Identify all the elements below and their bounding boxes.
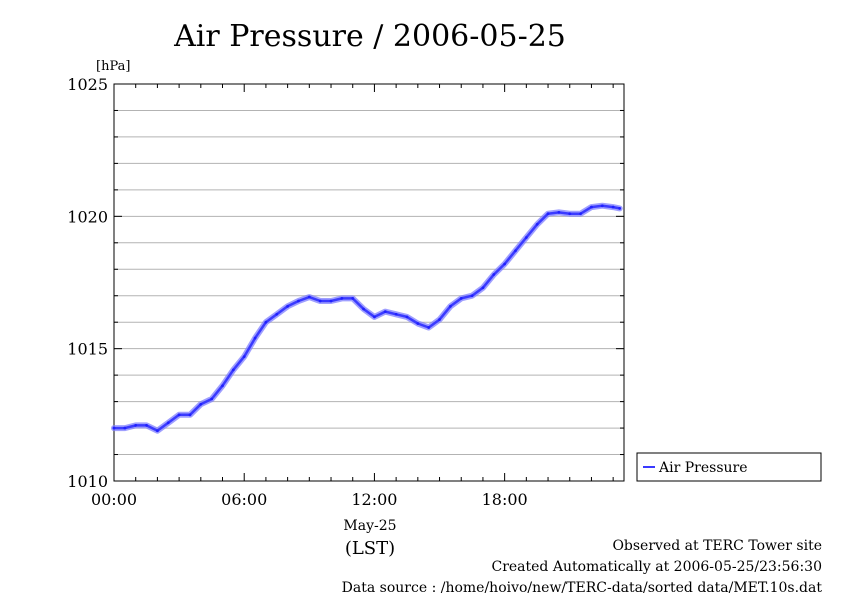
data-point: [546, 212, 550, 216]
series-line-air-pressure: [112, 204, 621, 432]
data-point: [318, 299, 322, 303]
data-point: [427, 326, 431, 329]
y-tick-label: 1020: [67, 207, 108, 226]
data-point: [579, 212, 582, 216]
y-tick-label: 1025: [67, 75, 108, 94]
x-tick-label: 18:00: [482, 490, 528, 509]
data-point: [590, 205, 593, 209]
data-point: [557, 210, 561, 214]
x-tick-label: 12:00: [351, 490, 397, 509]
data-point: [394, 312, 398, 316]
data-point: [340, 296, 344, 300]
data-point: [275, 312, 279, 316]
data-point: [210, 397, 214, 401]
data-point: [177, 413, 181, 417]
data-point: [514, 249, 517, 253]
data-point: [307, 295, 311, 299]
data-point: [524, 236, 528, 239]
series-layer: [111, 202, 623, 434]
x-axis-date-label: May-25: [343, 518, 396, 534]
data-point: [481, 286, 485, 290]
plot-frame: [113, 83, 625, 482]
data-point: [373, 315, 376, 319]
data-point: [600, 204, 604, 208]
x-axis-ticks: 00:00 06:00 12:00 18:00: [91, 84, 614, 509]
data-point: [188, 413, 192, 417]
footer-created-at: Created Automatically at 2006-05-25/23:5…: [491, 559, 822, 575]
data-point: [470, 294, 474, 298]
x-axis-unit-label: (LST): [345, 538, 395, 559]
data-point: [405, 315, 409, 319]
data-point: [166, 421, 170, 425]
data-point: [253, 336, 257, 340]
data-point: [112, 426, 116, 430]
data-point: [568, 212, 572, 216]
data-point: [297, 299, 300, 303]
data-point: [535, 222, 539, 226]
data-point: [448, 304, 452, 308]
data-point: [416, 322, 420, 325]
y-tick-label: 1015: [67, 340, 108, 359]
data-point: [611, 205, 615, 209]
y-axis-label: [hPa]: [96, 59, 130, 74]
footer-data-source: Data source : /home/hoivo/new/TERC-data/…: [342, 580, 823, 595]
data-point: [134, 424, 138, 427]
data-point: [242, 355, 246, 359]
data-point: [459, 296, 463, 300]
data-point: [199, 402, 203, 406]
data-point: [145, 424, 148, 427]
data-point: [383, 310, 387, 314]
data-point: [329, 299, 333, 303]
data-point: [156, 429, 159, 433]
y-tick-label: 1010: [67, 472, 108, 491]
data-point: [264, 320, 268, 324]
data-point: [231, 368, 235, 372]
data-point: [123, 426, 127, 430]
data-point: [362, 307, 365, 311]
data-point: [503, 262, 507, 266]
x-tick-label: 06:00: [221, 490, 267, 509]
footer-observed-at: Observed at TERC Tower site: [612, 538, 822, 554]
data-point: [492, 273, 496, 276]
legend-box: [636, 452, 822, 482]
grid-lines: [114, 109, 624, 456]
data-point: [618, 206, 622, 210]
chart-title: Air Pressure / 2006-05-25: [173, 19, 566, 54]
y-axis-ticks: 1010 1015 1020 1025: [67, 75, 624, 491]
legend-label-air-pressure: Air Pressure: [658, 460, 748, 476]
data-point: [221, 384, 224, 388]
series-halo: [111, 202, 623, 434]
x-tick-label: 00:00: [91, 490, 137, 509]
legend: Air Pressure: [636, 452, 822, 482]
data-point: [438, 318, 441, 321]
data-point: [351, 296, 355, 300]
data-point: [286, 304, 290, 308]
